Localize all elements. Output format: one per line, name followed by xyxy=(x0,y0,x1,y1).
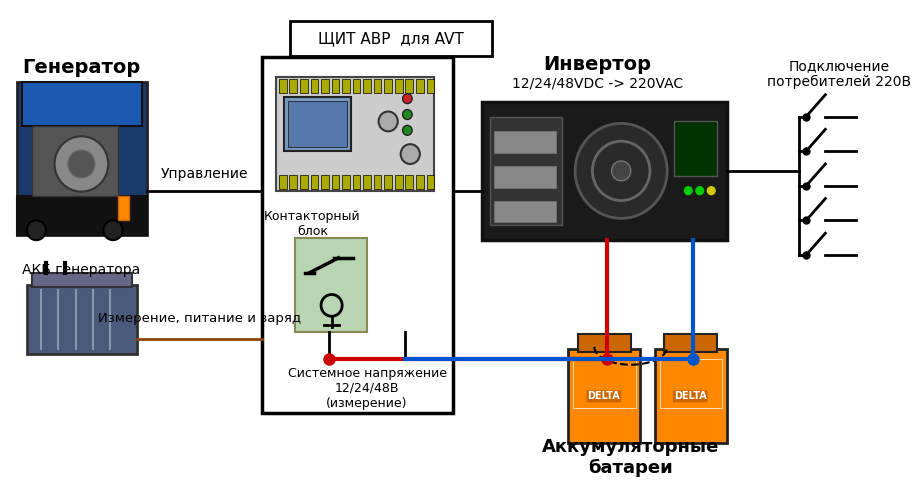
Bar xyxy=(494,166,556,188)
Bar xyxy=(18,196,147,235)
Bar xyxy=(374,79,381,93)
Bar xyxy=(331,175,340,188)
Text: Инвертор: Инвертор xyxy=(544,54,652,74)
Bar xyxy=(405,79,414,93)
Bar xyxy=(353,175,360,188)
Bar xyxy=(573,359,636,408)
Bar xyxy=(384,79,392,93)
Bar xyxy=(395,175,402,188)
Bar xyxy=(426,175,434,188)
Bar xyxy=(321,79,329,93)
Bar xyxy=(291,20,492,56)
Bar xyxy=(310,79,318,93)
Text: АКБ генератора: АКБ генератора xyxy=(22,263,140,277)
Bar xyxy=(22,82,142,126)
Bar xyxy=(276,77,434,190)
Text: Подключение
потребителей 220В: Подключение потребителей 220В xyxy=(767,59,911,89)
Bar xyxy=(353,79,360,93)
Circle shape xyxy=(402,94,413,104)
Bar xyxy=(364,175,371,188)
Text: Генератор: Генератор xyxy=(22,58,140,76)
Bar xyxy=(295,238,367,332)
Bar xyxy=(405,175,414,188)
Text: Контакторный
блок: Контакторный блок xyxy=(264,210,361,238)
Text: DELTA: DELTA xyxy=(674,392,707,402)
Bar xyxy=(395,79,402,93)
Circle shape xyxy=(378,112,398,132)
Bar xyxy=(321,175,329,188)
Bar xyxy=(342,175,350,188)
Circle shape xyxy=(575,124,667,218)
Text: Измерение, питание и заряд: Измерение, питание и заряд xyxy=(98,312,301,325)
Bar xyxy=(290,79,297,93)
Bar xyxy=(654,349,726,443)
Bar xyxy=(118,196,129,220)
Bar xyxy=(300,79,307,93)
Bar xyxy=(283,96,351,151)
Text: DELTA: DELTA xyxy=(588,392,620,402)
Bar xyxy=(331,79,340,93)
Bar xyxy=(290,175,297,188)
Bar xyxy=(426,79,434,93)
Bar xyxy=(364,79,371,93)
Bar xyxy=(665,334,717,352)
Bar xyxy=(569,349,641,443)
Bar xyxy=(31,272,132,286)
Circle shape xyxy=(696,186,703,194)
Text: Системное напряжение
12/24/48В
(измерение): Системное напряжение 12/24/48В (измерени… xyxy=(288,366,447,410)
Bar xyxy=(482,102,726,240)
Bar xyxy=(490,116,562,226)
Bar xyxy=(27,284,137,354)
Circle shape xyxy=(68,150,95,178)
Bar xyxy=(494,200,556,222)
Bar xyxy=(288,100,347,147)
Bar xyxy=(374,175,381,188)
Bar xyxy=(279,175,286,188)
Circle shape xyxy=(402,110,413,120)
Text: Управление: Управление xyxy=(161,167,248,181)
Bar xyxy=(18,82,147,235)
Circle shape xyxy=(54,136,108,192)
Bar xyxy=(31,126,118,196)
Bar xyxy=(342,79,350,93)
Circle shape xyxy=(103,220,123,240)
Circle shape xyxy=(402,126,413,136)
Bar xyxy=(578,334,630,352)
Circle shape xyxy=(401,144,420,164)
Text: Аккумуляторные
батареи: Аккумуляторные батареи xyxy=(542,438,719,477)
Circle shape xyxy=(685,186,692,194)
Bar xyxy=(416,175,424,188)
Bar xyxy=(310,175,318,188)
Bar xyxy=(384,175,392,188)
Text: 12/24/48VDC -> 220VAC: 12/24/48VDC -> 220VAC xyxy=(511,77,683,91)
Bar xyxy=(261,57,453,413)
Bar xyxy=(674,122,717,176)
Bar xyxy=(494,132,556,153)
Bar xyxy=(660,359,722,408)
Text: ЩИТ АВР  для AVT: ЩИТ АВР для AVT xyxy=(318,31,464,46)
Circle shape xyxy=(612,161,630,181)
Circle shape xyxy=(707,186,715,194)
Circle shape xyxy=(27,220,46,240)
Bar xyxy=(416,79,424,93)
Bar xyxy=(300,175,307,188)
Bar xyxy=(279,79,286,93)
